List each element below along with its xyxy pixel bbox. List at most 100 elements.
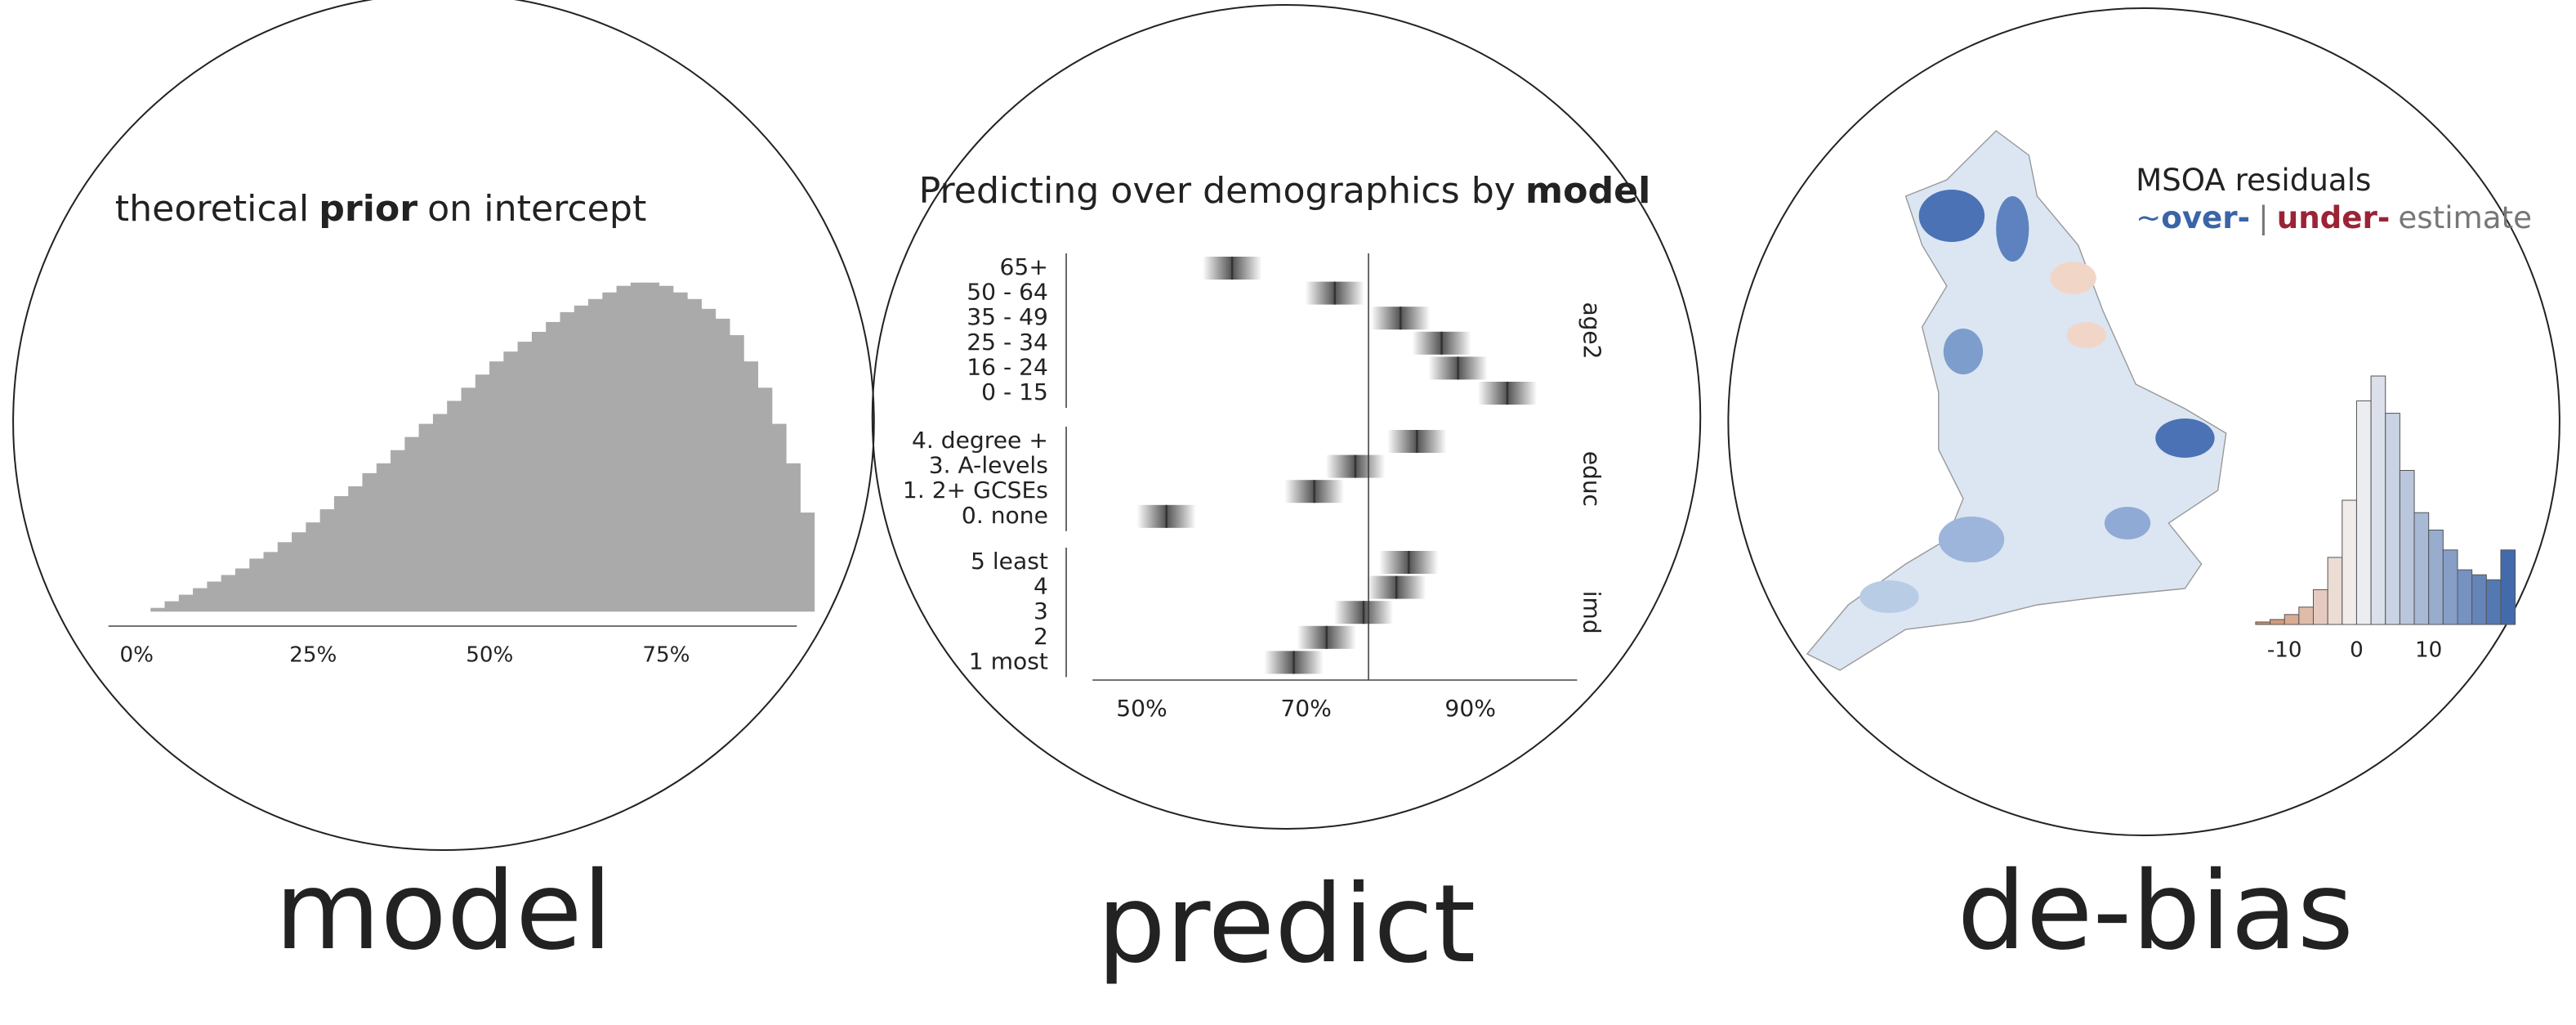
histogram-bar bbox=[517, 342, 533, 612]
histogram-bar bbox=[2457, 569, 2473, 625]
histogram-bar bbox=[489, 361, 504, 612]
category-label: 5 least bbox=[971, 548, 1048, 575]
category-label: 3 bbox=[1034, 598, 1048, 624]
histogram-bar bbox=[193, 588, 208, 612]
histogram-bar bbox=[630, 282, 645, 612]
histogram-bar bbox=[234, 568, 250, 612]
map-region bbox=[1859, 580, 1919, 613]
map-region bbox=[1938, 517, 2005, 562]
category-label: 4. degree + bbox=[912, 427, 1048, 454]
map-region bbox=[2104, 507, 2151, 539]
histogram-bar bbox=[2428, 529, 2444, 625]
histogram-bar bbox=[757, 387, 773, 612]
panel-circle bbox=[12, 0, 875, 851]
histogram-bar bbox=[475, 374, 490, 612]
histogram-bar bbox=[249, 558, 265, 612]
x-tick-label: 10 bbox=[2415, 638, 2442, 663]
category-label: 0. none bbox=[962, 502, 1048, 529]
histogram-bar bbox=[306, 522, 321, 612]
histogram-bar bbox=[2399, 470, 2415, 625]
histogram-bar bbox=[715, 318, 730, 612]
histogram-bar bbox=[645, 282, 660, 612]
histogram-bar bbox=[2327, 557, 2343, 625]
chart-title: MSOA residuals bbox=[2136, 163, 2371, 198]
map-region bbox=[2155, 419, 2215, 458]
x-tick-label: -10 bbox=[2267, 638, 2302, 663]
histogram-bar bbox=[2298, 606, 2314, 625]
histogram-bar bbox=[574, 305, 589, 612]
histogram-bar bbox=[560, 311, 575, 612]
histogram-bar bbox=[2500, 549, 2516, 625]
histogram-bar bbox=[588, 298, 603, 612]
chart-title: theoretical prior on intercept bbox=[115, 188, 647, 230]
panel-circle bbox=[1727, 7, 2560, 836]
category-label: 3. A-levels bbox=[929, 452, 1048, 479]
histogram-bar bbox=[2342, 499, 2357, 625]
histogram-bar bbox=[800, 512, 815, 612]
histogram-bar bbox=[362, 472, 377, 612]
histogram-bar bbox=[2355, 400, 2372, 625]
subtitle-part: over- bbox=[2161, 200, 2250, 235]
title-part: theoretical bbox=[115, 188, 309, 230]
facet-label: imd bbox=[1578, 591, 1605, 634]
histogram-bar bbox=[391, 450, 405, 612]
histogram-bar bbox=[319, 509, 335, 612]
histogram-bar bbox=[404, 436, 420, 612]
histogram-bar bbox=[418, 423, 434, 612]
panel-circle bbox=[871, 4, 1702, 830]
category-label: 0 - 15 bbox=[981, 378, 1048, 405]
histogram-bar bbox=[2270, 619, 2285, 625]
x-tick-label: 0% bbox=[120, 643, 154, 668]
histogram-bar bbox=[277, 542, 292, 612]
histogram-bar bbox=[2413, 512, 2430, 625]
subtitle-part: estimate bbox=[2398, 200, 2532, 235]
histogram-bar bbox=[2385, 413, 2400, 625]
map-region bbox=[1996, 196, 2029, 262]
title-part: Predicting over demographics by bbox=[919, 170, 1516, 212]
subtitle-part: ~ bbox=[2136, 200, 2161, 235]
facet-label: age2 bbox=[1578, 302, 1605, 360]
chart-title: Predicting over demographics by model bbox=[919, 170, 1651, 212]
histogram-bar bbox=[178, 594, 194, 612]
category-label: 50 - 64 bbox=[967, 279, 1048, 306]
subtitle-part: under- bbox=[2277, 200, 2391, 235]
histogram-bar bbox=[2255, 621, 2271, 625]
histogram-bar bbox=[2284, 614, 2300, 625]
map-region bbox=[2050, 262, 2096, 294]
title-part: MSOA residuals bbox=[2136, 163, 2371, 198]
map-region bbox=[1918, 190, 1985, 242]
x-tick-label: 25% bbox=[289, 643, 337, 668]
histogram-bar bbox=[659, 285, 674, 612]
histogram-bar bbox=[333, 495, 349, 612]
panel-caption: predict bbox=[1097, 862, 1476, 987]
histogram-bar bbox=[221, 575, 236, 612]
x-tick-label: 50% bbox=[1116, 695, 1167, 722]
category-label: 2 bbox=[1034, 623, 1048, 650]
map-region bbox=[2066, 322, 2106, 348]
histogram-bar bbox=[672, 292, 688, 612]
x-tick-label: 0 bbox=[2350, 638, 2364, 663]
histogram-bar bbox=[2312, 589, 2328, 625]
histogram-bar bbox=[616, 285, 632, 612]
x-tick-label: 90% bbox=[1444, 695, 1496, 722]
title-part: prior bbox=[319, 188, 417, 230]
panel-caption: de-bias bbox=[1958, 848, 2354, 974]
histogram-bar bbox=[348, 486, 364, 612]
category-label: 25 - 34 bbox=[967, 329, 1048, 356]
histogram-bar bbox=[263, 552, 279, 612]
histogram-bar bbox=[687, 298, 702, 612]
histogram-bar bbox=[2370, 375, 2386, 625]
histogram-bar bbox=[376, 463, 391, 612]
title-part: on intercept bbox=[427, 188, 646, 230]
histogram-bar bbox=[447, 401, 462, 612]
category-label: 35 - 49 bbox=[967, 303, 1048, 330]
histogram-bar bbox=[729, 335, 744, 612]
category-label: 65+ bbox=[1000, 253, 1048, 280]
title-part: model bbox=[1525, 170, 1650, 212]
category-label: 16 - 24 bbox=[967, 353, 1048, 380]
histogram-bar bbox=[701, 308, 717, 612]
histogram-bar bbox=[432, 414, 448, 612]
histogram-bar bbox=[292, 532, 306, 612]
